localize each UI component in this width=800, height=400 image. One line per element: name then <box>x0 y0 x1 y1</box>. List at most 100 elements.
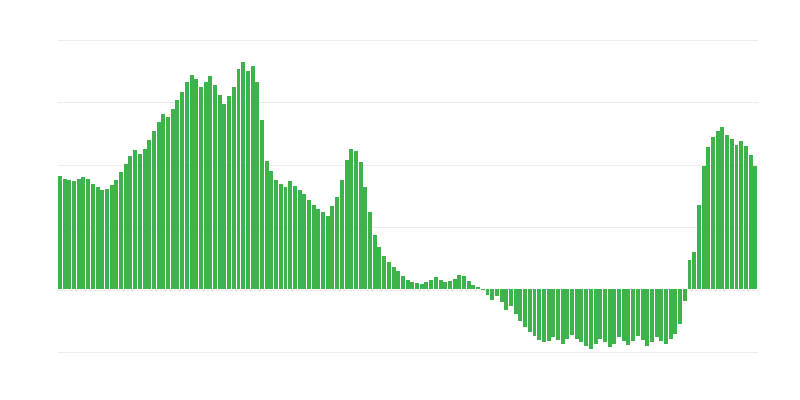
bar[interactable] <box>570 288 575 335</box>
bar[interactable] <box>485 288 490 295</box>
bar[interactable] <box>555 288 560 340</box>
bar[interactable] <box>462 276 466 289</box>
bar[interactable] <box>588 288 593 349</box>
bar[interactable] <box>692 252 697 289</box>
bar[interactable] <box>443 282 448 289</box>
bar[interactable] <box>523 288 528 328</box>
bar[interactable] <box>90 183 95 289</box>
bar[interactable] <box>513 288 518 314</box>
bar[interactable] <box>109 184 114 289</box>
bar[interactable] <box>316 208 321 289</box>
bar[interactable] <box>452 278 457 289</box>
bar[interactable] <box>58 176 62 289</box>
bar[interactable] <box>626 288 631 345</box>
bar[interactable] <box>532 288 537 336</box>
bar[interactable] <box>62 178 67 289</box>
bar[interactable] <box>260 119 264 289</box>
bar[interactable] <box>213 84 217 289</box>
bar[interactable] <box>274 179 279 289</box>
bar[interactable] <box>673 288 678 334</box>
bar[interactable] <box>292 186 297 289</box>
bar[interactable] <box>236 68 241 289</box>
bar[interactable] <box>339 179 344 289</box>
bar[interactable] <box>372 234 377 289</box>
bar[interactable] <box>649 288 654 343</box>
bar[interactable] <box>729 138 734 289</box>
bar[interactable] <box>222 103 227 289</box>
bar[interactable] <box>480 288 485 290</box>
bar[interactable] <box>687 259 692 289</box>
bar[interactable] <box>128 156 133 289</box>
bar[interactable] <box>753 166 758 289</box>
bar[interactable] <box>231 87 236 289</box>
bar[interactable] <box>245 71 250 289</box>
bar[interactable] <box>321 212 326 289</box>
bar[interactable] <box>114 179 119 289</box>
bar[interactable] <box>415 282 420 289</box>
bar[interactable] <box>574 288 579 339</box>
bar[interactable] <box>194 78 199 289</box>
bar[interactable] <box>180 92 185 289</box>
bar[interactable] <box>151 131 156 289</box>
bar[interactable] <box>490 288 495 300</box>
bar[interactable] <box>175 99 180 289</box>
bar[interactable] <box>283 187 288 289</box>
bar[interactable] <box>269 171 274 289</box>
bar[interactable] <box>659 288 664 341</box>
bar[interactable] <box>509 288 513 306</box>
bar[interactable] <box>527 288 532 333</box>
bar[interactable] <box>133 149 138 289</box>
bar[interactable] <box>706 147 711 289</box>
bar[interactable] <box>288 181 293 289</box>
bar[interactable] <box>748 154 753 289</box>
bar[interactable] <box>504 288 509 310</box>
bar[interactable] <box>701 166 706 289</box>
bar[interactable] <box>494 288 499 296</box>
bar[interactable] <box>311 204 316 289</box>
bar[interactable] <box>457 274 462 289</box>
bar[interactable] <box>330 206 335 289</box>
bar[interactable] <box>678 288 683 324</box>
bar[interactable] <box>184 82 189 289</box>
bar[interactable] <box>725 134 730 289</box>
bar[interactable] <box>419 283 424 289</box>
bar[interactable] <box>264 161 269 289</box>
bar[interactable] <box>466 281 471 289</box>
bar[interactable] <box>598 288 603 339</box>
bar[interactable] <box>518 288 523 321</box>
bar[interactable] <box>198 87 203 289</box>
bar[interactable] <box>306 199 311 289</box>
bar[interactable] <box>100 189 105 289</box>
bar[interactable] <box>189 74 194 289</box>
bar[interactable] <box>405 279 410 289</box>
bar[interactable] <box>81 177 86 289</box>
bar[interactable] <box>217 94 222 289</box>
bar[interactable] <box>377 247 382 289</box>
bar[interactable] <box>156 122 161 289</box>
bar[interactable] <box>119 172 124 289</box>
bar[interactable] <box>438 279 443 289</box>
bar[interactable] <box>297 189 302 289</box>
bar[interactable] <box>353 151 358 289</box>
bar[interactable] <box>640 288 645 340</box>
bar[interactable] <box>358 162 363 289</box>
bar[interactable] <box>72 181 77 289</box>
bar[interactable] <box>396 271 401 289</box>
bar[interactable] <box>147 139 152 289</box>
bar[interactable] <box>142 148 147 289</box>
bar[interactable] <box>410 282 415 289</box>
bar[interactable] <box>696 204 701 289</box>
bar[interactable] <box>278 183 283 289</box>
bar[interactable] <box>386 262 391 289</box>
bar[interactable] <box>382 256 387 289</box>
bar[interactable] <box>579 288 584 343</box>
bar[interactable] <box>621 288 626 341</box>
bar[interactable] <box>104 188 109 289</box>
bar[interactable] <box>86 178 91 289</box>
bar[interactable] <box>471 284 476 289</box>
bar[interactable] <box>711 137 715 289</box>
bar[interactable] <box>344 159 349 289</box>
bar[interactable] <box>349 148 354 289</box>
bar[interactable] <box>654 288 659 338</box>
bar[interactable] <box>166 117 171 289</box>
